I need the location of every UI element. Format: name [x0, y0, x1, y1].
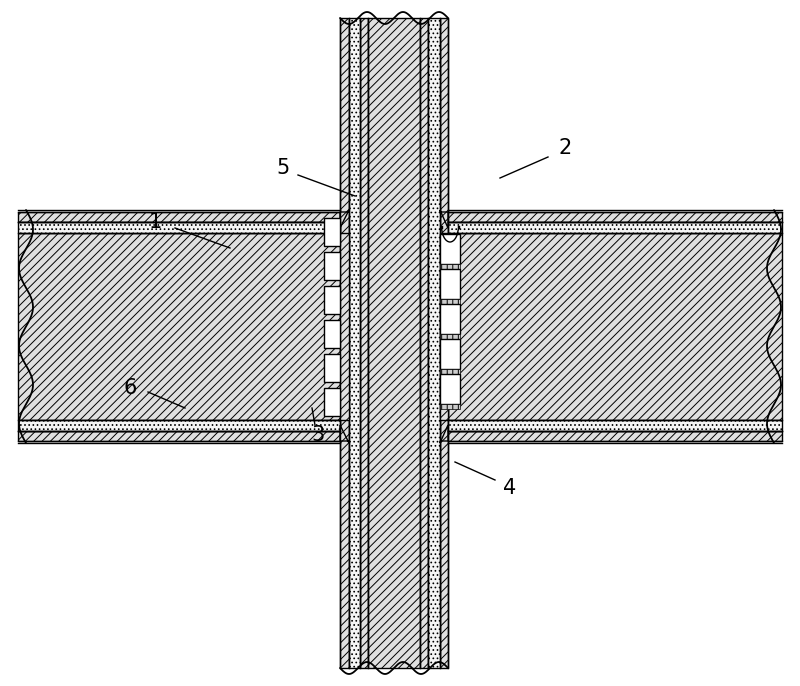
Bar — [448, 212, 782, 222]
Polygon shape — [340, 210, 349, 228]
Bar — [18, 212, 340, 222]
Bar — [440, 304, 460, 334]
Bar — [440, 18, 448, 668]
Polygon shape — [440, 210, 448, 228]
Bar — [440, 404, 460, 409]
Bar — [440, 374, 460, 404]
Text: 6: 6 — [123, 378, 137, 398]
Bar — [340, 18, 349, 668]
Bar — [448, 222, 782, 233]
Bar — [440, 233, 448, 420]
Bar — [448, 431, 782, 441]
Text: 5: 5 — [276, 158, 290, 178]
Bar — [324, 218, 340, 246]
Bar — [440, 234, 460, 264]
Bar — [324, 320, 340, 348]
Bar — [440, 299, 460, 304]
Bar — [440, 369, 460, 374]
Bar — [448, 420, 782, 431]
Bar — [340, 233, 349, 420]
Bar — [448, 233, 782, 420]
Bar — [440, 269, 460, 299]
Bar — [349, 18, 360, 668]
Bar — [420, 18, 428, 668]
Text: 2: 2 — [558, 138, 572, 158]
Bar — [428, 18, 440, 668]
Bar — [360, 18, 368, 668]
Bar — [18, 420, 340, 431]
Bar — [368, 18, 420, 668]
Text: 3: 3 — [311, 425, 325, 445]
Bar — [440, 264, 460, 269]
Bar — [324, 252, 340, 280]
Bar — [324, 354, 340, 382]
Bar — [18, 233, 340, 420]
Bar — [324, 286, 340, 314]
Text: 1: 1 — [148, 212, 162, 232]
Polygon shape — [440, 425, 448, 443]
Bar — [324, 388, 340, 416]
Bar — [18, 222, 340, 233]
Bar — [440, 339, 460, 369]
Text: 4: 4 — [503, 478, 517, 498]
Bar — [18, 431, 340, 441]
Polygon shape — [340, 425, 349, 443]
Bar — [440, 334, 460, 339]
